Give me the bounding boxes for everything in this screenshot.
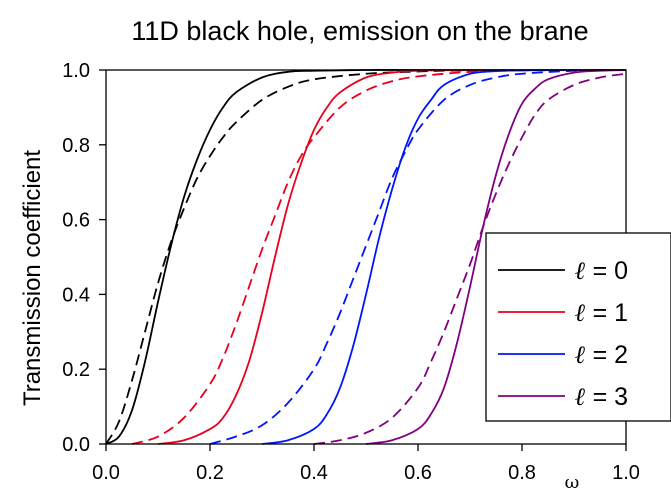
series-line-4-solid (261, 69, 627, 445)
series-line-1-dashed (105, 69, 627, 445)
y-tick-label: 0.2 (62, 359, 90, 381)
chart-title: 11D black hole, emission on the brane (131, 16, 588, 46)
series-line-2-solid (157, 69, 627, 445)
legend-label: = 3 (586, 383, 628, 411)
legend-entry: ℓ = 1 (575, 298, 628, 327)
y-tick-label: 0.8 (62, 135, 90, 157)
series-line-6-solid (365, 69, 627, 445)
x-axis-label: ω (565, 472, 580, 490)
legend-entry: ℓ = 3 (575, 382, 628, 411)
legend-entry: ℓ = 0 (575, 256, 628, 285)
legend-symbol: ℓ (575, 256, 586, 285)
y-axis-label: Transmission coefficient (19, 150, 46, 406)
x-tick-label: 0.2 (196, 462, 224, 484)
legend-symbol: ℓ (575, 340, 586, 369)
legend-entry: ℓ = 2 (575, 340, 628, 369)
series-line-5-dashed (209, 69, 627, 445)
y-tick-label: 0.0 (62, 434, 90, 456)
legend: ℓ = 0ℓ = 1ℓ = 2ℓ = 3 (485, 232, 671, 422)
x-tick-label: 0.6 (404, 462, 432, 484)
axis-ticks: 0.0 0.2 0.4 0.6 0.8 1.0 0.0 0.2 0.4 0.6 0.8 1.0 (62, 60, 640, 484)
series-layer (105, 69, 627, 445)
legend-symbol: ℓ (575, 382, 586, 411)
x-tick-label: 0.8 (508, 462, 536, 484)
legend-label: = 2 (586, 341, 628, 369)
x-tick-label: 1.0 (612, 462, 640, 484)
legend-symbol: ℓ (575, 298, 586, 327)
y-tick-label: 0.6 (62, 210, 90, 232)
series-line-7-dashed (313, 72, 627, 445)
legend-box (485, 232, 671, 422)
x-tick-label: 0.4 (300, 462, 328, 484)
y-tick-label: 0.4 (62, 284, 90, 306)
legend-label: = 0 (586, 257, 628, 285)
legend-label: = 1 (586, 299, 628, 327)
x-tick-label: 0.0 (92, 462, 120, 484)
y-tick-label: 1.0 (62, 60, 90, 82)
